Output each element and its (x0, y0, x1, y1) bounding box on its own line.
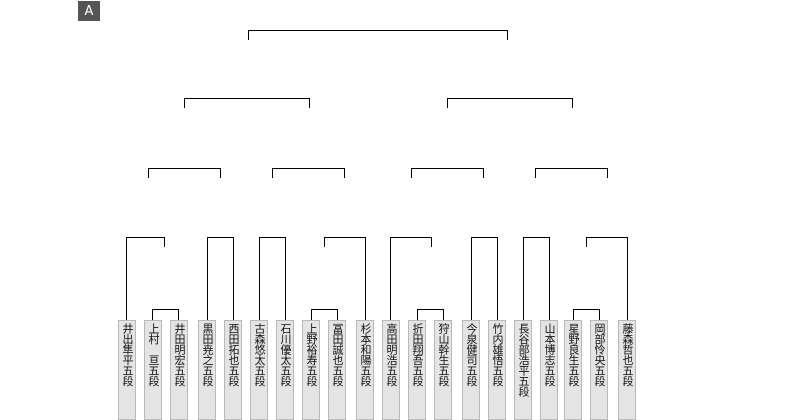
player-slot-9: 冨田誠也五段 (328, 320, 346, 420)
bracket-line-round2-2 (207, 237, 234, 320)
player-slot-13: 狩山幹生五段 (434, 320, 452, 420)
player-name: 長谷部浩平五段 (517, 323, 530, 397)
player-slot-6: 古森悠太五段 (250, 320, 268, 420)
player-name: 折田翔吾五段 (411, 323, 424, 386)
player-slot-18: 星野良生五段 (564, 320, 582, 420)
bracket-line-round2-1 (126, 237, 165, 320)
player-slot-16: 長谷部浩平五段 (514, 320, 532, 420)
player-name: 岡部怜央五段 (593, 323, 606, 386)
player-slot-1: 井出隼平五段 (118, 320, 136, 420)
bracket-line-quarterfinal-1 (148, 168, 221, 178)
bracket-line-round2-4 (324, 237, 366, 320)
player-name: 古森悠太五段 (253, 323, 266, 386)
bracket-line-round1-3 (417, 309, 444, 320)
player-slot-15: 竹内雄悟五段 (488, 320, 506, 420)
player-name: 井出隼平五段 (121, 323, 134, 386)
player-slot-20: 藤森哲也五段 (618, 320, 636, 420)
player-slot-10: 杉本和陽五段 (356, 320, 374, 420)
bracket-line-semifinal-right (447, 98, 573, 108)
player-name: 杉本和陽五段 (359, 323, 372, 386)
player-slot-7: 石川優太五段 (276, 320, 294, 420)
bracket-line-semifinal-left (184, 98, 310, 108)
bracket-line-quarterfinal-2 (272, 168, 345, 178)
player-slot-2: 上村 亘五段 (144, 320, 162, 420)
bracket-line-round2-7 (523, 237, 550, 320)
player-name: 高田明浩五段 (385, 323, 398, 386)
bracket-line-final (248, 30, 508, 40)
player-name: 山本博志五段 (543, 323, 556, 386)
player-slot-5: 西田拓也五段 (224, 320, 242, 420)
player-slot-3: 井田明宏五段 (170, 320, 188, 420)
player-slot-12: 折田翔吾五段 (408, 320, 426, 420)
player-name: 西田拓也五段 (227, 323, 240, 386)
player-name: 石川優太五段 (279, 323, 292, 386)
player-name: 冨田誠也五段 (331, 323, 344, 386)
bracket-line-quarterfinal-4 (535, 168, 608, 178)
player-slot-14: 今泉健司五段 (462, 320, 480, 420)
player-name: 狩山幹生五段 (437, 323, 450, 386)
bracket-line-round2-8 (586, 237, 628, 320)
block-label-badge: A (78, 1, 100, 21)
player-name: 星野良生五段 (567, 323, 580, 386)
player-name: 今泉健司五段 (465, 323, 478, 386)
bracket-line-round1-2 (311, 309, 338, 320)
player-slot-17: 山本博志五段 (540, 320, 558, 420)
bracket-line-round2-6 (471, 237, 498, 320)
player-slot-19: 岡部怜央五段 (590, 320, 608, 420)
bracket-line-round2-5 (390, 237, 432, 320)
player-name: 竹内雄悟五段 (491, 323, 504, 386)
player-name: 上野裕寿五段 (305, 323, 318, 386)
player-name: 藤森哲也五段 (621, 323, 634, 386)
player-slot-4: 黒田尭之五段 (198, 320, 216, 420)
bracket-line-quarterfinal-3 (411, 168, 484, 178)
player-name: 黒田尭之五段 (201, 323, 214, 386)
player-name: 井田明宏五段 (173, 323, 186, 386)
player-slot-8: 上野裕寿五段 (302, 320, 320, 420)
player-name: 上村 亘五段 (147, 323, 160, 386)
bracket-line-round1-1 (152, 309, 179, 320)
player-slot-11: 高田明浩五段 (382, 320, 400, 420)
bracket-line-round1-4 (573, 309, 600, 320)
bracket-line-round2-3 (259, 237, 286, 320)
